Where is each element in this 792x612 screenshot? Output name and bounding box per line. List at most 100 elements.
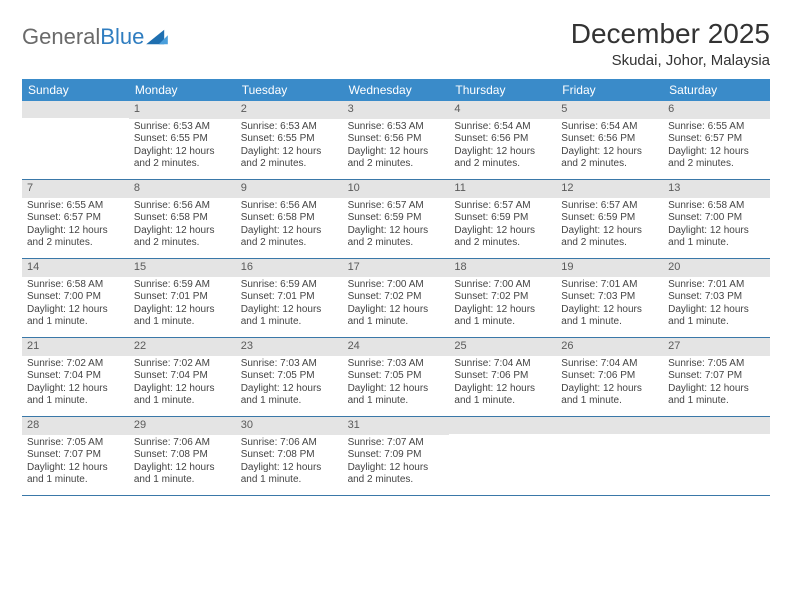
sunrise-text: Sunrise: 7:05 AM (27, 437, 124, 450)
day-number: 17 (343, 259, 450, 277)
sunrise-text: Sunrise: 7:06 AM (241, 437, 338, 450)
day-cell: 12Sunrise: 6:57 AMSunset: 6:59 PMDayligh… (556, 180, 663, 258)
sunrise-text: Sunrise: 6:57 AM (561, 200, 658, 213)
day-content: Sunrise: 7:01 AMSunset: 7:03 PMDaylight:… (663, 277, 770, 333)
daylight-text: Daylight: 12 hours and 1 minute. (348, 304, 445, 329)
day-cell: 29Sunrise: 7:06 AMSunset: 7:08 PMDayligh… (129, 417, 236, 495)
day-cell: 17Sunrise: 7:00 AMSunset: 7:02 PMDayligh… (343, 259, 450, 337)
sunset-text: Sunset: 7:06 PM (561, 370, 658, 383)
day-number: 19 (556, 259, 663, 277)
day-number: 11 (449, 180, 556, 198)
week-row: 21Sunrise: 7:02 AMSunset: 7:04 PMDayligh… (22, 338, 770, 417)
daylight-text: Daylight: 12 hours and 1 minute. (27, 304, 124, 329)
day-cell (556, 417, 663, 495)
daylight-text: Daylight: 12 hours and 2 minutes. (27, 225, 124, 250)
sunset-text: Sunset: 6:59 PM (561, 212, 658, 225)
day-content: Sunrise: 7:02 AMSunset: 7:04 PMDaylight:… (129, 356, 236, 412)
daylight-text: Daylight: 12 hours and 1 minute. (561, 383, 658, 408)
daylight-text: Daylight: 12 hours and 2 minutes. (348, 225, 445, 250)
day-number: 6 (663, 101, 770, 119)
daylight-text: Daylight: 12 hours and 1 minute. (668, 383, 765, 408)
week-row: 14Sunrise: 6:58 AMSunset: 7:00 PMDayligh… (22, 259, 770, 338)
sunrise-text: Sunrise: 7:04 AM (561, 358, 658, 371)
day-content: Sunrise: 7:04 AMSunset: 7:06 PMDaylight:… (449, 356, 556, 412)
sunrise-text: Sunrise: 6:54 AM (454, 121, 551, 134)
daylight-text: Daylight: 12 hours and 2 minutes. (348, 462, 445, 487)
day-cell: 25Sunrise: 7:04 AMSunset: 7:06 PMDayligh… (449, 338, 556, 416)
day-content: Sunrise: 7:07 AMSunset: 7:09 PMDaylight:… (343, 435, 450, 491)
day-number: 18 (449, 259, 556, 277)
day-cell: 16Sunrise: 6:59 AMSunset: 7:01 PMDayligh… (236, 259, 343, 337)
sunset-text: Sunset: 7:08 PM (134, 449, 231, 462)
daylight-text: Daylight: 12 hours and 2 minutes. (134, 146, 231, 171)
sunset-text: Sunset: 7:03 PM (561, 291, 658, 304)
daylight-text: Daylight: 12 hours and 2 minutes. (241, 146, 338, 171)
daylight-text: Daylight: 12 hours and 1 minute. (561, 304, 658, 329)
day-number: 29 (129, 417, 236, 435)
sunrise-text: Sunrise: 7:02 AM (134, 358, 231, 371)
day-cell: 31Sunrise: 7:07 AMSunset: 7:09 PMDayligh… (343, 417, 450, 495)
day-content: Sunrise: 7:02 AMSunset: 7:04 PMDaylight:… (22, 356, 129, 412)
month-title: December 2025 (571, 18, 770, 50)
daylight-text: Daylight: 12 hours and 1 minute. (668, 304, 765, 329)
weekday-tue: Tuesday (236, 79, 343, 101)
daylight-text: Daylight: 12 hours and 1 minute. (668, 225, 765, 250)
day-number: 16 (236, 259, 343, 277)
day-number (449, 417, 556, 434)
sunrise-text: Sunrise: 6:55 AM (27, 200, 124, 213)
daylight-text: Daylight: 12 hours and 2 minutes. (561, 225, 658, 250)
day-content: Sunrise: 7:00 AMSunset: 7:02 PMDaylight:… (449, 277, 556, 333)
sunrise-text: Sunrise: 7:01 AM (561, 279, 658, 292)
sunrise-text: Sunrise: 6:59 AM (134, 279, 231, 292)
daylight-text: Daylight: 12 hours and 2 minutes. (348, 146, 445, 171)
sunset-text: Sunset: 6:56 PM (348, 133, 445, 146)
daylight-text: Daylight: 12 hours and 1 minute. (134, 462, 231, 487)
logo-text: GeneralBlue (22, 24, 144, 50)
day-number: 27 (663, 338, 770, 356)
day-content: Sunrise: 7:06 AMSunset: 7:08 PMDaylight:… (129, 435, 236, 491)
day-content: Sunrise: 6:55 AMSunset: 6:57 PMDaylight:… (22, 198, 129, 254)
daylight-text: Daylight: 12 hours and 1 minute. (241, 304, 338, 329)
daylight-text: Daylight: 12 hours and 2 minutes. (668, 146, 765, 171)
day-content: Sunrise: 6:58 AMSunset: 7:00 PMDaylight:… (663, 198, 770, 254)
weekday-sun: Sunday (22, 79, 129, 101)
sunset-text: Sunset: 7:09 PM (348, 449, 445, 462)
day-cell: 28Sunrise: 7:05 AMSunset: 7:07 PMDayligh… (22, 417, 129, 495)
day-number: 31 (343, 417, 450, 435)
day-number: 13 (663, 180, 770, 198)
day-cell (663, 417, 770, 495)
sunrise-text: Sunrise: 6:53 AM (134, 121, 231, 134)
daylight-text: Daylight: 12 hours and 1 minute. (454, 383, 551, 408)
day-content: Sunrise: 6:54 AMSunset: 6:56 PMDaylight:… (556, 119, 663, 175)
day-number: 8 (129, 180, 236, 198)
day-number: 9 (236, 180, 343, 198)
sunrise-text: Sunrise: 7:03 AM (348, 358, 445, 371)
sunrise-text: Sunrise: 6:59 AM (241, 279, 338, 292)
day-number: 24 (343, 338, 450, 356)
day-cell: 26Sunrise: 7:04 AMSunset: 7:06 PMDayligh… (556, 338, 663, 416)
daylight-text: Daylight: 12 hours and 1 minute. (241, 462, 338, 487)
day-content: Sunrise: 6:53 AMSunset: 6:56 PMDaylight:… (343, 119, 450, 175)
weekday-sat: Saturday (663, 79, 770, 101)
day-number: 1 (129, 101, 236, 119)
day-cell: 30Sunrise: 7:06 AMSunset: 7:08 PMDayligh… (236, 417, 343, 495)
sunrise-text: Sunrise: 6:56 AM (241, 200, 338, 213)
sunset-text: Sunset: 7:01 PM (134, 291, 231, 304)
logo-word2: Blue (100, 24, 144, 49)
day-cell: 23Sunrise: 7:03 AMSunset: 7:05 PMDayligh… (236, 338, 343, 416)
day-content: Sunrise: 6:56 AMSunset: 6:58 PMDaylight:… (236, 198, 343, 254)
logo: GeneralBlue (22, 18, 168, 50)
day-number: 15 (129, 259, 236, 277)
weekday-header: Sunday Monday Tuesday Wednesday Thursday… (22, 79, 770, 101)
daylight-text: Daylight: 12 hours and 1 minute. (27, 462, 124, 487)
weekday-mon: Monday (129, 79, 236, 101)
sunset-text: Sunset: 7:06 PM (454, 370, 551, 383)
day-cell: 22Sunrise: 7:02 AMSunset: 7:04 PMDayligh… (129, 338, 236, 416)
day-number: 23 (236, 338, 343, 356)
daylight-text: Daylight: 12 hours and 2 minutes. (454, 225, 551, 250)
day-cell: 1Sunrise: 6:53 AMSunset: 6:55 PMDaylight… (129, 101, 236, 179)
location: Skudai, Johor, Malaysia (571, 52, 770, 69)
day-cell: 2Sunrise: 6:53 AMSunset: 6:55 PMDaylight… (236, 101, 343, 179)
day-content: Sunrise: 6:57 AMSunset: 6:59 PMDaylight:… (449, 198, 556, 254)
daylight-text: Daylight: 12 hours and 2 minutes. (241, 225, 338, 250)
